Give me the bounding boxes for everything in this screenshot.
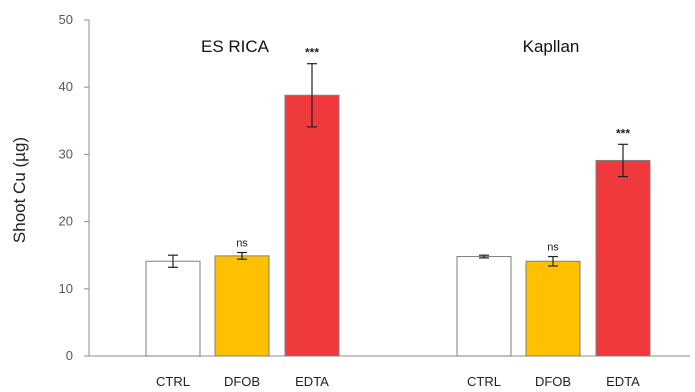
significance-label: *** bbox=[305, 46, 319, 60]
y-tick-label: 30 bbox=[59, 146, 73, 161]
bar-dfob bbox=[214, 255, 270, 357]
y-tick-label: 0 bbox=[66, 348, 73, 363]
y-tick-label: 20 bbox=[59, 214, 73, 229]
chart-marks: ES RICA CTRL ns DFOB *** EDTA Kapllan CTRL ns DFO… bbox=[145, 37, 651, 389]
x-category-label: EDTA bbox=[606, 374, 640, 389]
x-category-label: DFOB bbox=[224, 374, 260, 389]
bar-edta bbox=[595, 159, 651, 357]
y-axis-label: Shoot Cu (µg) bbox=[10, 137, 29, 243]
x-category-label: DFOB bbox=[535, 374, 571, 389]
significance-label: ns bbox=[547, 242, 559, 254]
y-tick-label: 10 bbox=[59, 281, 73, 296]
x-category-label: CTRL bbox=[467, 374, 501, 389]
significance-label: *** bbox=[616, 126, 630, 140]
x-category-label: CTRL bbox=[156, 374, 190, 389]
bar-dfob bbox=[525, 260, 581, 357]
bar-edta bbox=[284, 94, 340, 357]
y-tick-label: 50 bbox=[59, 12, 73, 27]
x-category-label: EDTA bbox=[295, 374, 329, 389]
group-title: Kapllan bbox=[523, 37, 580, 56]
group-title: ES RICA bbox=[201, 37, 270, 56]
bar-ctrl bbox=[145, 260, 201, 357]
significance-label: ns bbox=[236, 238, 248, 250]
bar-ctrl bbox=[456, 256, 512, 357]
y-tick-label: 40 bbox=[59, 79, 73, 94]
